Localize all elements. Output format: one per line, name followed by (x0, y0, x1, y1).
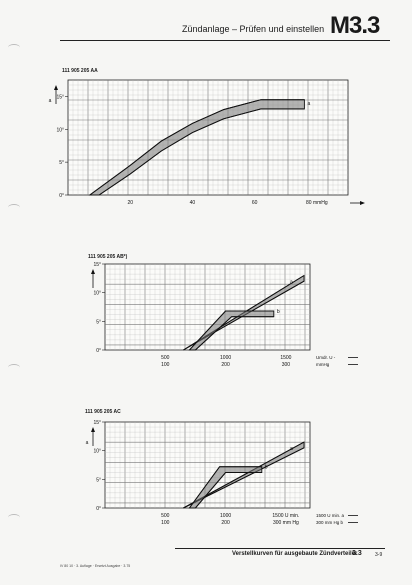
x-tick-label-bottom: 200 (221, 520, 230, 526)
x-tick-label: 20 (127, 200, 133, 206)
band-edge-line (188, 466, 262, 509)
x-tick-label-top: 1500 U min. (272, 513, 299, 519)
footer-print-info: IV 80 10 · 3. Auflage · Ersetzt Ausgabe … (60, 564, 131, 568)
x-axis-unit-label: mmHg (316, 362, 330, 367)
x-tick-label-top: 1500 (280, 355, 291, 361)
band-edge-line (195, 316, 274, 351)
y-tick-label: 5° (96, 477, 101, 483)
x-tick-label-top: 500 (161, 355, 170, 361)
punch-hole-mark (8, 44, 20, 51)
band-label-a: a (290, 446, 293, 452)
footer-section-number: 3.3 (352, 550, 362, 557)
footer-rule (175, 548, 385, 549)
y-tick-label: 10° (56, 127, 64, 133)
y-tick-label: 10° (93, 449, 101, 455)
band-edge-line (195, 472, 262, 509)
band-edge-line (189, 310, 274, 351)
y-tick-label: 0° (59, 193, 64, 199)
y-axis-label: a (49, 98, 52, 104)
footer-title: Verstellkurven für ausgebaute Zündvertei… (232, 551, 358, 557)
x-tick-label: 40 (190, 200, 196, 206)
y-tick-label: 15° (93, 262, 101, 268)
y-tick-label: 15° (56, 94, 64, 100)
y-axis-label: a (86, 440, 89, 446)
x-axis-unit-label: 1500 U min. a (316, 513, 345, 518)
band-label: a (308, 101, 311, 107)
x-tick-label-bottom: 300 (282, 362, 291, 368)
y-tick-label: 5° (96, 319, 101, 325)
band-edge-line (98, 108, 305, 196)
x-axis-arrowhead (360, 201, 365, 205)
band-label-b: b (277, 309, 280, 315)
section-code: M3.3 (330, 12, 380, 39)
y-tick-label: 10° (93, 291, 101, 297)
x-axis-unit-label: Umdr. U - (316, 355, 336, 360)
chart-label-ac: 111 905 205 AC (85, 409, 121, 415)
y-tick-label: 15° (93, 420, 101, 426)
y-axis-arrowhead (91, 269, 95, 274)
band-label-a: a (290, 279, 293, 285)
punch-hole-mark (8, 364, 20, 371)
y-tick-label: 5° (59, 160, 64, 166)
footer-page-number: 3-9 (375, 552, 383, 558)
y-axis-arrowhead (91, 427, 95, 432)
x-tick-label: 60 (252, 200, 258, 206)
x-tick-label-top: 1000 (220, 513, 231, 519)
x-tick-label-top: 1000 (220, 355, 231, 361)
x-tick-label-bottom: 100 (161, 362, 170, 368)
x-axis-unit-label: 300 mm Hg b (316, 520, 344, 525)
punch-hole-mark (8, 514, 20, 521)
y-tick-label: 0° (96, 506, 101, 512)
x-tick-label-bottom: 300 mm Hg (273, 520, 299, 526)
band-edge-line (89, 99, 305, 196)
chart-label-aa: 111 905 205 AA (62, 68, 98, 74)
chart-label-ab: 111 905 205 AB*) (88, 254, 128, 260)
y-axis-arrowhead (54, 85, 58, 90)
band-label-b: b (265, 465, 268, 471)
page-header-title: Zündanlage – Prüfen und einstellen (182, 24, 325, 34)
x-tick-label-bottom: 200 (221, 362, 230, 368)
y-tick-label: 0° (96, 348, 101, 354)
x-tick-label-bottom: 100 (161, 520, 170, 526)
x-tick-label: 80 mmHg (306, 200, 328, 206)
x-tick-label-top: 500 (161, 513, 170, 519)
header-rule (60, 40, 390, 41)
advance-curve-chart-aa: 15° 10° 5° 0° a 20 40 60 80 mmHg a (49, 79, 365, 206)
punch-hole-mark (8, 204, 20, 211)
